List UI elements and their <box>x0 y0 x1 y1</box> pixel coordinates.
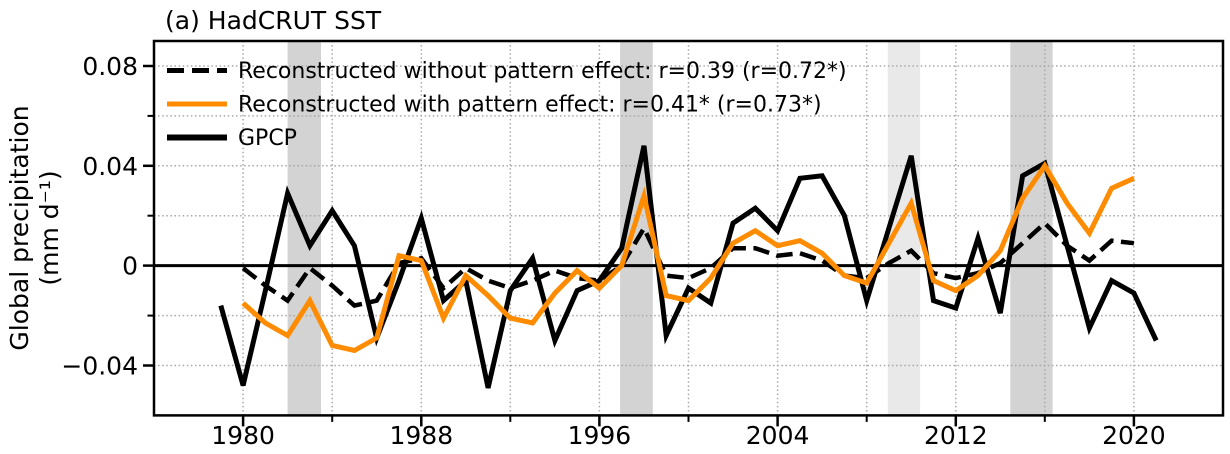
x-tick-label-2012: 2012 <box>924 421 988 450</box>
band-2009-2010 <box>887 41 921 416</box>
y-axis-label-line1: Global precipitation <box>5 105 34 350</box>
chart-title: (a) HadCRUT SST <box>165 6 382 35</box>
x-tick-label-1980: 1980 <box>211 421 275 450</box>
x-tick-label-2004: 2004 <box>746 421 810 450</box>
y-tick-label--0.04: −0.04 <box>61 352 138 381</box>
legend: Reconstructed without pattern effect: r=… <box>167 59 847 151</box>
band-2014-2016 <box>1010 41 1053 416</box>
ticks-layer <box>143 64 1136 427</box>
y-axis-label-line2: (mm d⁻¹) <box>35 170 64 285</box>
legend-item-gpcp: GPCP <box>167 126 297 151</box>
plot-border <box>152 39 1225 417</box>
legend-label-with-pattern-effect: Reconstructed with pattern effect: r=0.4… <box>238 93 822 118</box>
legend-item-reconstructed-with-pattern-effect: Reconstructed with pattern effect: r=0.4… <box>167 93 822 118</box>
legend-item-reconstructed-without-pattern-effect: Reconstructed without pattern effect: r=… <box>167 59 847 84</box>
legend-label-gpcp: GPCP <box>238 126 297 151</box>
x-tick-label-1996: 1996 <box>568 421 632 450</box>
y-tick-label-0.04: 0.04 <box>82 152 138 181</box>
series-line-reconstructed-with-pattern-effect <box>241 161 1135 354</box>
x-tick-label-2020: 2020 <box>1102 421 1166 450</box>
y-tick-label-0.08: 0.08 <box>82 52 138 81</box>
tick-labels-layer: 1980 1988 1996 2004 2012 2020 0.08 0.04 0 −0.04 <box>61 52 1165 450</box>
legend-label-without-pattern-effect: Reconstructed without pattern effect: r=… <box>238 59 847 84</box>
series-layer <box>218 145 1159 389</box>
y-tick-label-0: 0 <box>122 252 138 281</box>
x-tick-label-1988: 1988 <box>389 421 453 450</box>
gridlines-layer <box>154 41 1223 416</box>
